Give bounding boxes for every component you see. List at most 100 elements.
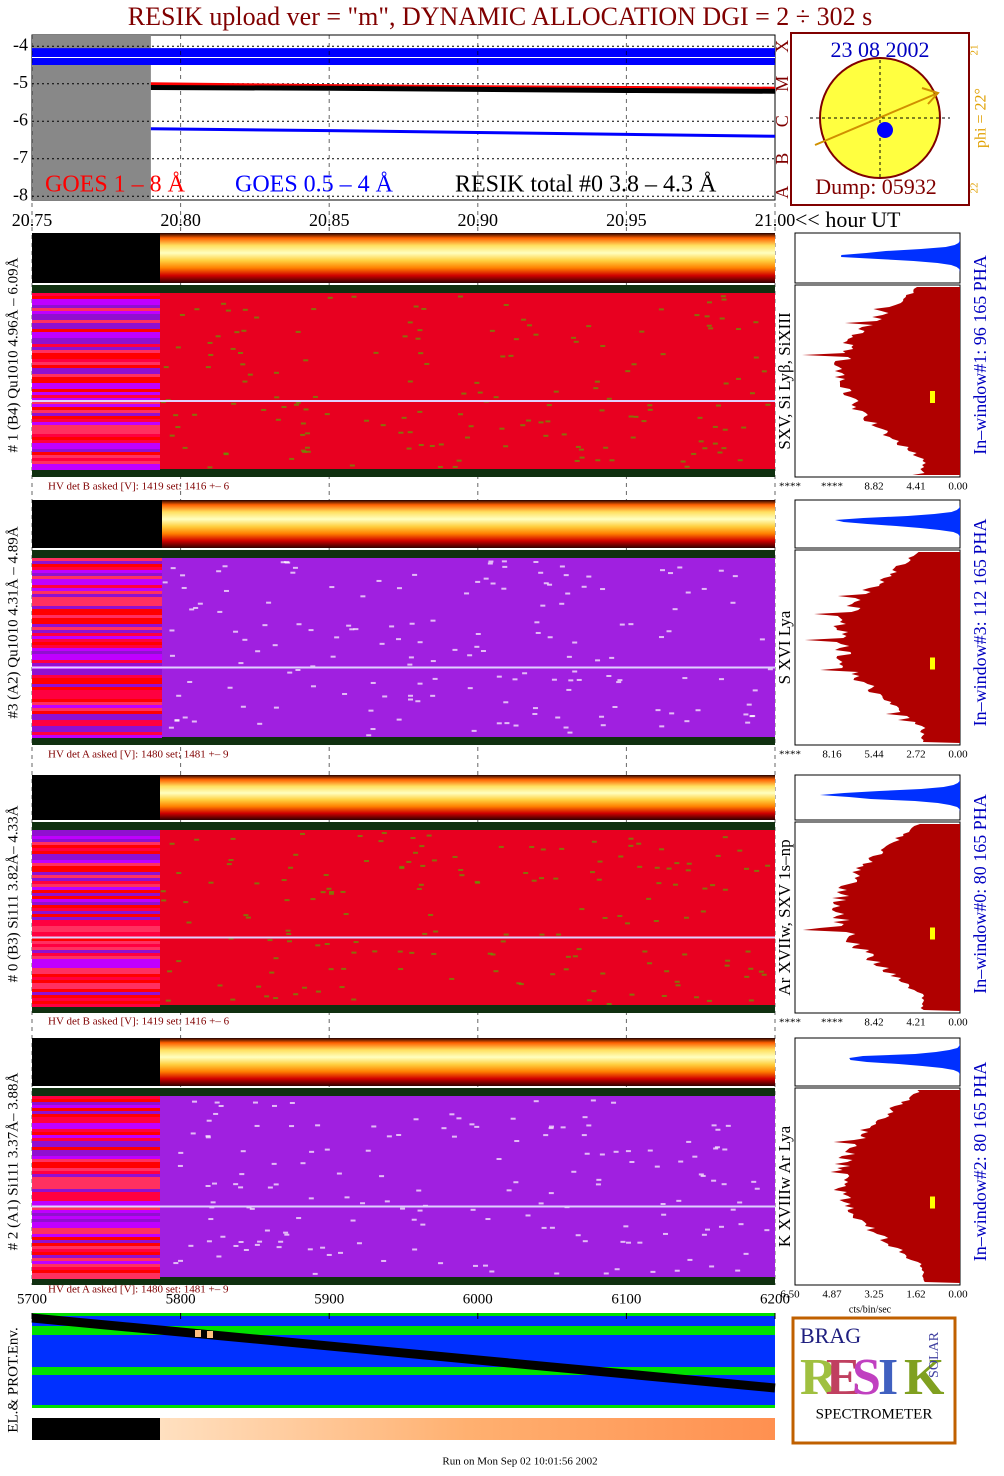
pixel (633, 415, 639, 418)
pixel (243, 1248, 249, 1251)
pixel (428, 913, 434, 916)
legend-entry: RESIK total #0 3.8 – 4.3 Å (455, 172, 717, 198)
pixel (267, 939, 273, 942)
pixel (752, 689, 758, 692)
pixel (493, 396, 499, 399)
strip (160, 1418, 775, 1440)
pixel (328, 892, 334, 895)
pixel (368, 709, 374, 712)
pixel (278, 1240, 284, 1243)
legend-entry: GOES 0.5 – 4 Å (235, 172, 394, 198)
pixel (217, 610, 223, 613)
pixel (748, 999, 754, 1002)
hist-tick-label: **** (779, 1017, 801, 1029)
stripe (32, 308, 160, 311)
stripe (32, 986, 160, 989)
stripe (32, 836, 160, 839)
spectrum-histogram (804, 552, 960, 743)
stripe (32, 1004, 160, 1007)
pixel (572, 670, 578, 673)
edge (32, 1088, 775, 1096)
pixel (329, 586, 335, 589)
stripe (32, 374, 160, 377)
stripe (32, 881, 160, 884)
pixel (416, 1189, 422, 1192)
stripe (32, 401, 160, 404)
pixel (458, 868, 464, 871)
pixel (239, 1173, 245, 1176)
pixel (216, 1255, 222, 1258)
pixel (307, 1248, 313, 1251)
stripe (32, 1198, 160, 1201)
stripe (32, 332, 160, 335)
pixel (379, 1175, 385, 1178)
pixel (540, 848, 546, 851)
pixel (223, 589, 229, 592)
pixel (438, 1262, 444, 1265)
pixel (303, 408, 309, 411)
pixel (409, 622, 415, 625)
pixel (366, 734, 372, 737)
stripe (32, 1216, 160, 1219)
pixel (221, 302, 227, 305)
pixel (725, 959, 731, 962)
pixel (286, 940, 292, 943)
pixel (706, 999, 712, 1002)
stripe (32, 956, 160, 959)
goes-class: M (772, 76, 792, 92)
pixel (719, 317, 725, 320)
stripe (32, 1207, 160, 1210)
window: In–window#2: 80 165 PHA (970, 1062, 990, 1262)
pixel (735, 328, 741, 331)
pixel (722, 1148, 728, 1151)
logo-side: SOLAR (927, 1331, 942, 1378)
pixel (456, 1117, 462, 1120)
y-tick-label: -4 (13, 34, 28, 54)
pixel (178, 1151, 184, 1154)
stripe (32, 449, 160, 452)
stripe (32, 609, 162, 612)
pixel (568, 679, 574, 682)
pixel (501, 560, 507, 563)
stripe (32, 558, 162, 561)
stripe (32, 1126, 160, 1129)
pixel (320, 1246, 326, 1249)
stripe (32, 848, 160, 851)
pixel (513, 1181, 519, 1184)
pixel (308, 629, 314, 632)
edge (32, 737, 775, 745)
stripe (32, 335, 160, 338)
pixel (429, 444, 435, 447)
pixel (730, 601, 736, 604)
pixel (240, 1150, 246, 1153)
stripe (32, 464, 160, 467)
pixel (741, 426, 747, 429)
pixel (489, 329, 495, 332)
pixel (192, 1100, 198, 1103)
pixel (407, 431, 413, 434)
pixel (421, 307, 427, 310)
pixel (328, 968, 334, 971)
pixel (289, 1101, 295, 1104)
pixel (578, 448, 584, 451)
stripe (32, 377, 160, 380)
pixel (206, 1240, 212, 1243)
stripe (32, 693, 162, 696)
stripe (32, 950, 160, 953)
pixel (718, 569, 724, 572)
pixel (735, 1269, 741, 1272)
pixel (216, 570, 222, 573)
pixel (242, 638, 248, 641)
pixel (430, 660, 436, 663)
x-axis-label: << hour UT (795, 207, 901, 232)
pixel (663, 1232, 669, 1235)
edge (32, 1277, 775, 1285)
pixel (467, 687, 473, 690)
series-line (150, 85, 776, 94)
pixel (412, 1248, 418, 1251)
stripe (32, 1267, 160, 1270)
stripe (32, 437, 160, 440)
stripe (32, 1144, 160, 1147)
pixel (386, 1135, 392, 1138)
pixel (281, 879, 287, 882)
